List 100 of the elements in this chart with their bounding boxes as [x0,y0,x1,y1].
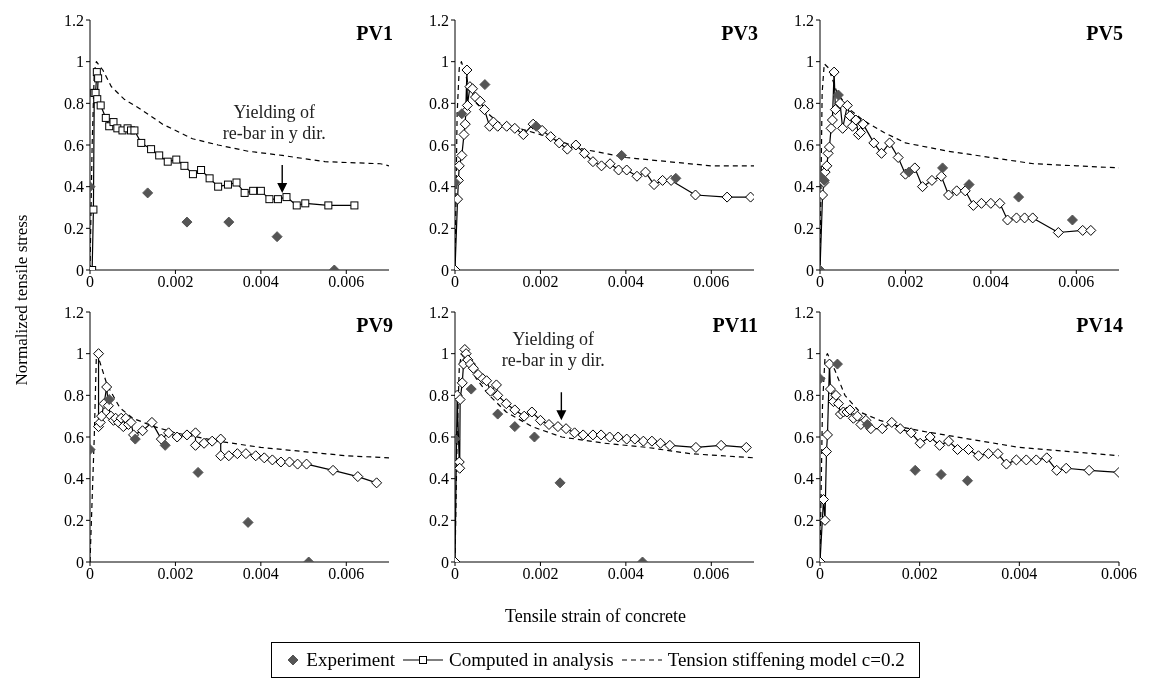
point [456,108,468,120]
point [851,410,863,422]
legend-label: Tension stiffening model c=0.2 [667,649,905,671]
point [101,381,113,393]
x-axis-title: Tensile strain of concrete [503,606,688,627]
point [545,131,557,143]
point [832,89,844,101]
point [94,74,103,83]
point [528,431,540,443]
point [90,205,98,214]
legend-label: Computed in analysis [448,649,614,671]
point [271,231,283,243]
point [206,435,218,447]
point [905,427,917,439]
y-tick-label: 0.4 [794,470,814,488]
point [461,99,473,111]
point [570,139,582,151]
point [1000,458,1012,470]
point [1085,224,1097,236]
x-tick-label: 0.006 [693,565,730,583]
point [926,174,938,186]
point [1030,454,1042,466]
point [943,435,955,447]
point [461,64,473,76]
point [552,421,564,433]
point [967,199,979,211]
point [846,120,858,132]
point [1060,462,1072,474]
y-tick-label: 1.2 [794,303,814,321]
point [924,431,936,443]
y-tick-label: 0.2 [64,512,84,530]
y-tick-label: 0.4 [64,178,84,196]
point [554,477,566,489]
point [155,151,164,160]
point [301,199,310,208]
point [631,170,643,182]
chart-title: PV1 [356,22,393,45]
point [884,137,896,149]
point [109,118,118,127]
x-tick-label: 0.002 [522,273,559,291]
point [137,425,149,437]
point [935,469,947,480]
point [721,191,733,203]
y-axis-title: Normalized tensile stress [12,214,32,386]
point [465,383,477,395]
point [831,358,843,370]
point [455,462,466,474]
point [934,439,946,451]
y-tick-label: 0.6 [64,136,84,154]
point [282,193,291,202]
point [324,201,333,210]
point [171,431,183,443]
point [180,161,189,170]
y-tick-label: 0.8 [64,95,84,113]
point [578,147,590,159]
point [820,514,831,526]
point [909,464,921,476]
point [1052,227,1064,238]
chart-title: PV11 [712,314,758,337]
point [985,197,997,209]
point [861,419,873,430]
point [181,429,193,441]
point [96,101,105,110]
y-tick-label: 0.2 [429,512,449,530]
point [975,197,987,209]
point [103,394,115,405]
point [621,164,633,176]
point [903,166,915,178]
point [829,104,841,116]
point [517,129,529,141]
point [825,122,837,134]
point [492,389,504,401]
point [455,394,466,405]
point [850,114,862,126]
y-tick-label: 1.2 [64,303,84,321]
point [163,427,175,439]
point [917,181,929,193]
point [240,448,252,460]
x-tick-label: 0.004 [242,565,279,583]
y-tick-label: 0.2 [794,512,814,530]
point [350,201,359,210]
y-tick-label: 0.6 [429,428,449,446]
point [214,182,223,191]
point [604,158,616,170]
point [283,456,295,468]
point [841,99,853,111]
legend-label: Experiment [306,649,395,671]
point [266,454,278,466]
x-tick-label: 0.002 [157,565,194,583]
point [456,149,468,161]
point [190,427,201,439]
point [142,187,154,199]
y-tick-label: 1 [441,345,449,363]
point [972,450,984,462]
point [952,444,964,455]
point [823,358,835,370]
y-tick-label: 1 [441,53,449,71]
point [857,118,869,130]
y-tick-label: 0.6 [429,136,449,154]
point [137,138,146,147]
